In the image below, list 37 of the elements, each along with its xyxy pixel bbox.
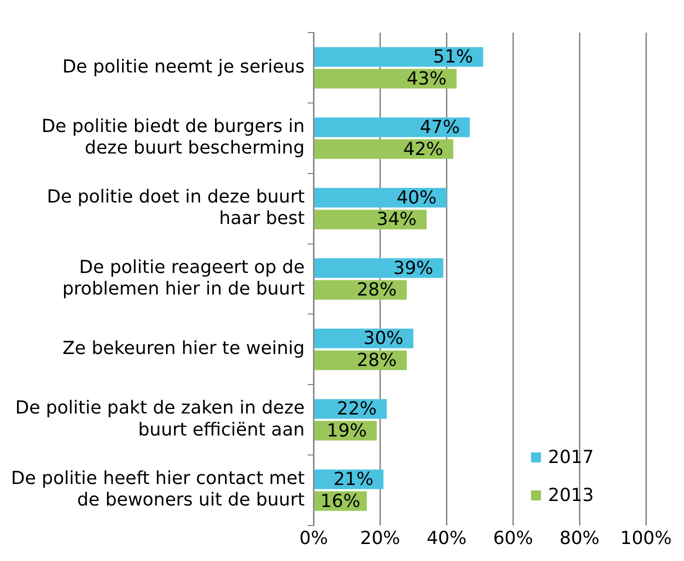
bar [314,139,454,159]
bar [314,210,427,230]
data-label: 21% [333,468,374,490]
y-tick-label: De politie biedt de burgers in deze buurt bescherming [41,116,305,159]
data-label: 40% [396,187,437,208]
data-label: 34% [376,209,417,230]
bar [314,47,484,67]
y-tick-label: De politie neemt je serieus [62,56,305,78]
y-tick-label: Ze bekeuren hier te weinig [62,338,305,360]
data-label: 42% [403,138,444,160]
x-tick-label: 40% [426,528,467,549]
data-label: 28% [356,350,397,371]
x-tick-label: 0% [299,528,328,549]
y-tick-label: De politie doet in deze buurt haar best [46,186,305,230]
data-label: 28% [356,280,397,301]
data-label: 19% [326,420,367,442]
data-label: 30% [363,328,404,350]
bar [314,68,457,89]
data-label: 39% [393,258,434,279]
legend-label: 2017 [548,447,594,468]
y-tick-label: De politie reageert op de problemen hier in de buurt [62,256,305,300]
legend-label: 2013 [548,485,594,506]
data-label: 51% [433,46,474,68]
data-label: 43% [406,68,447,90]
data-label: 16% [320,490,360,512]
data-label: 22% [336,398,377,420]
data-label: 47% [420,116,460,138]
bar [314,117,470,138]
y-tick-label: De politie heeft hier contact met de bewoners uit de buurt [10,468,305,511]
x-tick-label: 20% [360,528,400,549]
x-tick-label: 80% [560,528,600,549]
x-tick-label: 60% [493,528,534,549]
bar [314,188,447,208]
bar [314,328,414,348]
x-tick-label: 100% [620,528,672,549]
bar [314,258,444,278]
y-tick-label: De politie pakt de zaken in deze buurt efficiënt aan [15,398,305,440]
